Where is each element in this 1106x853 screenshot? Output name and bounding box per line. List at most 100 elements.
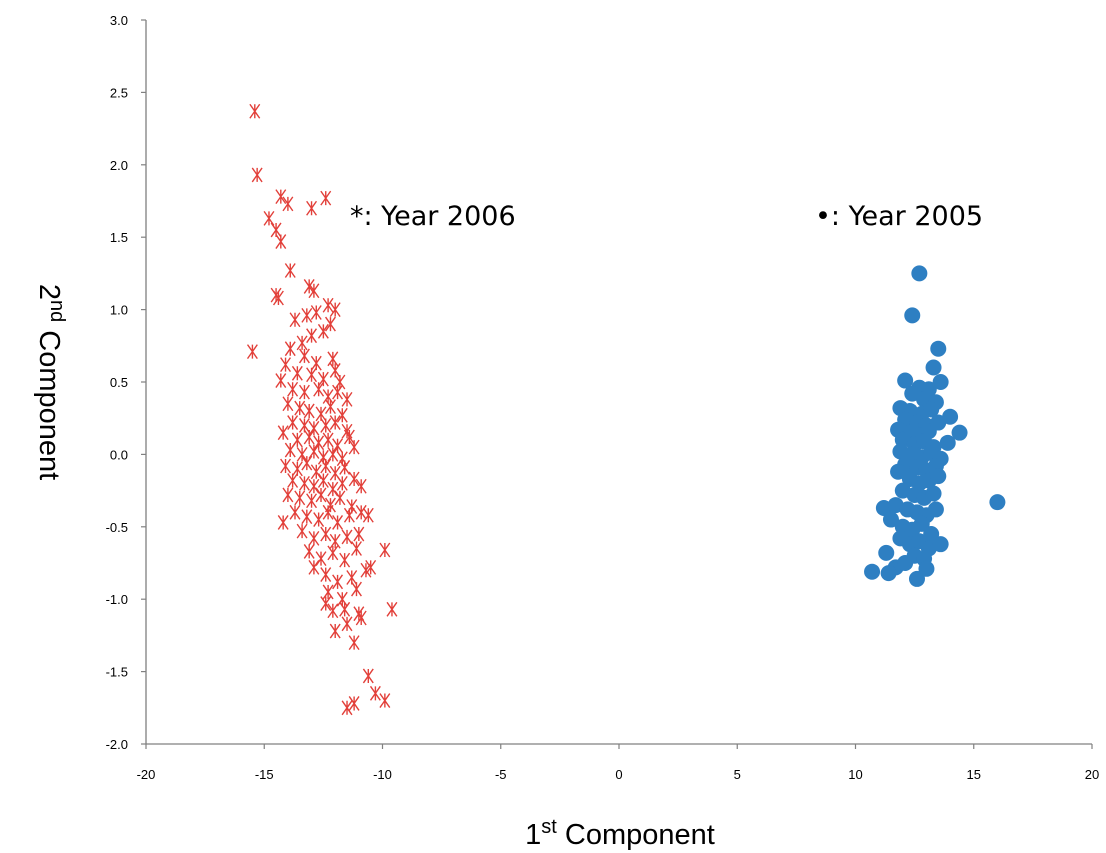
- x-tick-label: -5: [495, 767, 507, 782]
- data-point-2006: [306, 328, 318, 344]
- data-point-2006: [341, 391, 353, 407]
- data-point-2006: [329, 533, 341, 549]
- data-point-2006: [284, 263, 296, 278]
- data-point-2006: [289, 504, 301, 520]
- data-point-2006: [303, 403, 315, 419]
- data-point-2006: [303, 279, 315, 294]
- data-point-2006: [348, 696, 360, 711]
- data-point-2006: [334, 490, 346, 506]
- data-point-2006: [320, 190, 332, 206]
- data-point-2006: [251, 167, 263, 183]
- data-point-2006: [327, 545, 339, 561]
- data-point-2006: [336, 591, 348, 607]
- data-point-2006: [301, 455, 313, 471]
- data-point-2006: [348, 635, 360, 651]
- data-point-2006: [320, 458, 332, 474]
- data-point-2005: [880, 565, 897, 582]
- data-point-2006: [351, 541, 362, 556]
- data-point-2006: [355, 504, 367, 520]
- data-point-2006: [386, 601, 398, 617]
- x-tick-label: 10: [848, 767, 862, 782]
- data-point-2006: [282, 487, 294, 503]
- data-point-2006: [327, 446, 339, 462]
- data-point-2006: [320, 567, 332, 582]
- series-year-2006: [246, 103, 398, 716]
- data-point-2006: [308, 420, 320, 436]
- y-ticks: -2.0 -1.5 -1.0 -0.5 0.0 0.5 1.0 1.5 2.0 2.5 3.0: [106, 13, 146, 752]
- data-point-2006: [362, 507, 374, 523]
- data-point-2006: [332, 515, 344, 530]
- data-point-2006: [322, 389, 334, 404]
- data-point-2006: [369, 685, 381, 701]
- data-point-2006: [327, 351, 339, 367]
- data-point-2006: [353, 526, 365, 542]
- data-point-2006: [343, 507, 355, 523]
- data-point-2006: [313, 381, 325, 397]
- data-point-2006: [336, 475, 348, 491]
- data-point-2005: [908, 570, 925, 587]
- data-point-2006: [263, 210, 275, 226]
- data-point-2005: [897, 372, 914, 389]
- data-point-2006: [355, 610, 367, 626]
- data-point-2006: [315, 487, 327, 503]
- data-point-2005: [897, 555, 914, 571]
- data-point-2006: [275, 189, 287, 205]
- x-tick-label: -15: [255, 767, 274, 782]
- data-point-2005: [932, 536, 949, 553]
- data-point-2006: [296, 335, 308, 351]
- data-point-2005: [939, 434, 956, 451]
- data-point-2006: [313, 512, 325, 527]
- data-point-2006: [317, 473, 329, 488]
- data-point-2006: [303, 544, 315, 559]
- data-point-2005: [882, 511, 899, 528]
- data-point-2006: [284, 341, 296, 357]
- data-point-2006: [322, 297, 334, 313]
- data-point-2006: [315, 551, 327, 567]
- data-point-2006: [341, 616, 353, 632]
- data-point-2006: [310, 305, 322, 320]
- data-point-2006: [327, 603, 339, 619]
- data-point-2006: [272, 290, 284, 306]
- x-tick-label: -10: [373, 767, 392, 782]
- x-tick-label: 5: [734, 767, 741, 782]
- data-point-2006: [332, 384, 344, 400]
- data-point-2006: [355, 478, 367, 494]
- data-point-2006: [294, 490, 306, 506]
- data-point-2005: [890, 463, 907, 480]
- data-point-2006: [277, 515, 289, 530]
- legend-annotation-2005: •: Year 2005: [815, 201, 983, 232]
- data-point-2006: [294, 400, 306, 416]
- data-point-2006: [336, 407, 348, 423]
- data-point-2005: [923, 526, 940, 543]
- data-point-2005: [923, 401, 940, 418]
- data-point-2006: [320, 418, 332, 433]
- data-point-2005: [951, 424, 968, 441]
- data-point-2006: [327, 481, 339, 497]
- data-point-2006: [275, 234, 287, 249]
- data-point-2006: [280, 357, 292, 373]
- x-tick-label: -20: [137, 767, 156, 782]
- data-point-2005: [918, 560, 935, 577]
- data-point-2006: [308, 283, 320, 299]
- data-point-2006: [249, 103, 261, 119]
- data-point-2006: [339, 552, 351, 568]
- data-point-2006: [365, 559, 377, 575]
- data-point-2006: [282, 196, 294, 212]
- data-point-2006: [334, 374, 346, 390]
- data-point-2006: [301, 509, 313, 525]
- y-tick-label: 3.0: [110, 13, 128, 28]
- data-point-2006: [322, 432, 334, 448]
- data-point-2006: [324, 316, 336, 332]
- data-point-2006: [308, 559, 320, 575]
- data-point-2006: [322, 504, 334, 520]
- y-tick-label: -1.5: [106, 665, 128, 680]
- data-point-2006: [306, 493, 318, 509]
- data-point-2006: [284, 442, 296, 458]
- data-point-2006: [308, 478, 320, 494]
- data-point-2005: [904, 307, 921, 324]
- data-point-2006: [322, 584, 334, 600]
- y-tick-label: 0.5: [110, 375, 128, 390]
- data-point-2006: [329, 623, 341, 639]
- data-point-2005: [925, 359, 942, 376]
- data-point-2006: [298, 384, 310, 400]
